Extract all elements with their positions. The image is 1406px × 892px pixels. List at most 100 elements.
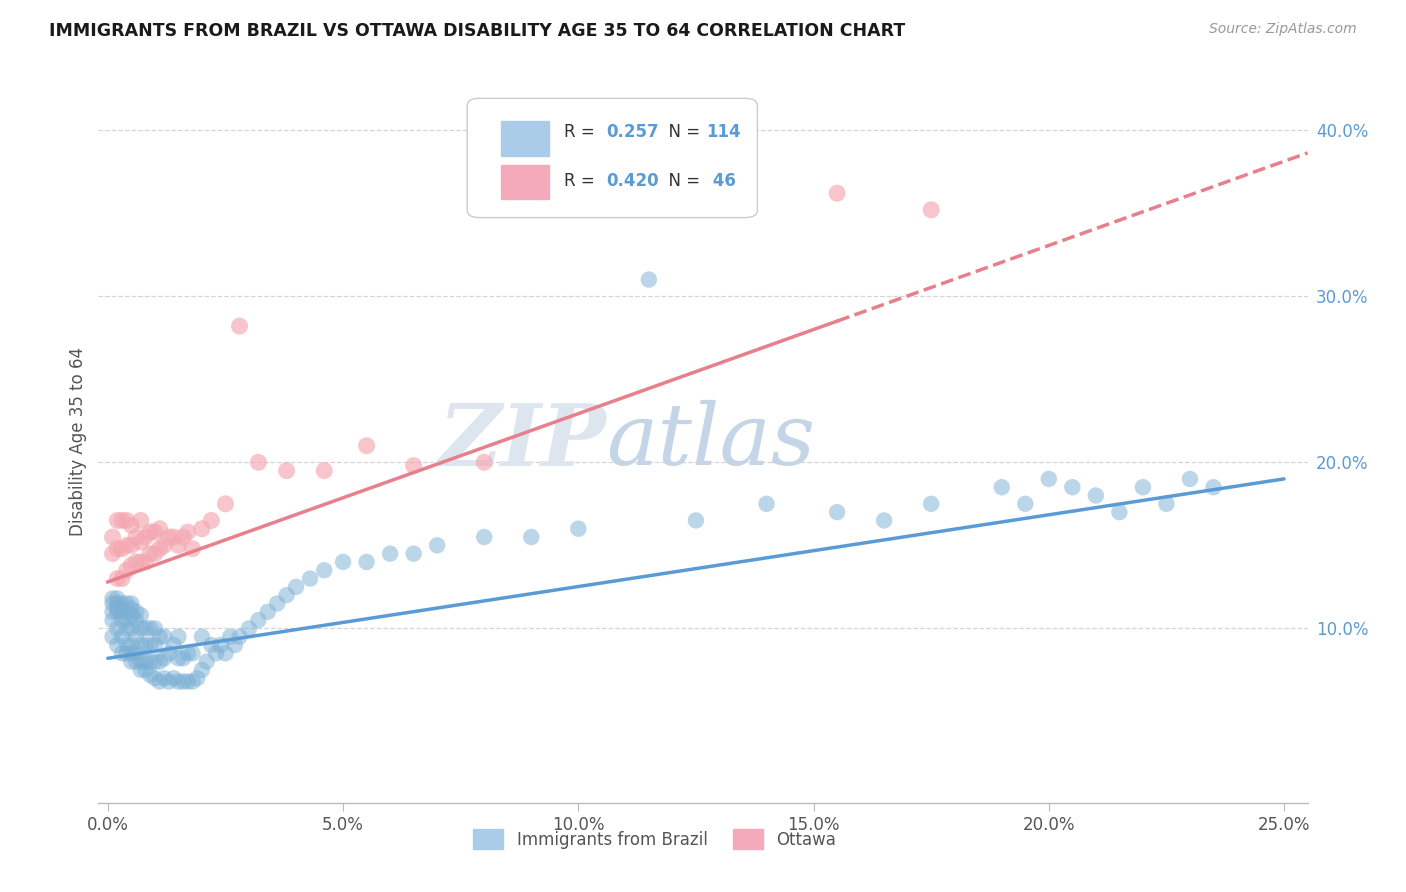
Point — [149, 541, 172, 556]
Point — [105, 513, 128, 527]
Point — [228, 319, 250, 334]
Point — [101, 591, 124, 606]
Point — [1156, 497, 1178, 511]
Point — [120, 538, 142, 552]
Point — [299, 572, 322, 586]
Point — [378, 547, 401, 561]
Point — [115, 605, 138, 619]
Point — [920, 202, 942, 217]
Point — [228, 630, 250, 644]
Point — [120, 597, 142, 611]
Point — [285, 580, 308, 594]
Point — [115, 538, 138, 552]
Point — [332, 555, 354, 569]
Point — [139, 621, 162, 635]
Point — [101, 597, 124, 611]
Point — [115, 613, 138, 627]
Point — [105, 621, 128, 635]
Point — [120, 646, 142, 660]
Point — [105, 601, 128, 615]
Point — [181, 674, 204, 689]
Point — [115, 513, 138, 527]
Point — [157, 530, 180, 544]
Point — [101, 547, 124, 561]
Point — [125, 605, 148, 619]
Point — [181, 646, 204, 660]
Point — [825, 505, 848, 519]
Point — [139, 668, 162, 682]
Point — [143, 655, 166, 669]
Point — [129, 535, 152, 549]
Point — [129, 621, 152, 635]
Point — [134, 621, 156, 635]
Point — [111, 541, 134, 556]
Point — [105, 572, 128, 586]
Text: Source: ZipAtlas.com: Source: ZipAtlas.com — [1209, 22, 1357, 37]
Point — [1132, 480, 1154, 494]
Point — [247, 613, 270, 627]
Point — [153, 651, 176, 665]
Text: R =: R = — [564, 122, 600, 141]
Point — [356, 555, 378, 569]
Point — [149, 630, 172, 644]
Point — [139, 655, 162, 669]
Point — [172, 651, 194, 665]
Point — [186, 671, 208, 685]
Text: IMMIGRANTS FROM BRAZIL VS OTTAWA DISABILITY AGE 35 TO 64 CORRELATION CHART: IMMIGRANTS FROM BRAZIL VS OTTAWA DISABIL… — [49, 22, 905, 40]
Point — [177, 674, 200, 689]
Point — [685, 513, 707, 527]
Point — [214, 497, 236, 511]
Point — [167, 651, 190, 665]
Y-axis label: Disability Age 35 to 64: Disability Age 35 to 64 — [69, 347, 87, 536]
Point — [105, 591, 128, 606]
Point — [120, 601, 142, 615]
Point — [520, 530, 543, 544]
Point — [125, 555, 148, 569]
Point — [125, 646, 148, 660]
Point — [120, 558, 142, 573]
Point — [143, 671, 166, 685]
Point — [256, 605, 278, 619]
Point — [825, 186, 848, 201]
Point — [205, 646, 228, 660]
Point — [1038, 472, 1060, 486]
Point — [191, 522, 214, 536]
Point — [920, 497, 942, 511]
Point — [157, 646, 180, 660]
Text: 46: 46 — [707, 172, 735, 190]
Point — [238, 621, 260, 635]
Point — [149, 674, 172, 689]
Point — [163, 638, 186, 652]
Point — [129, 555, 152, 569]
Point — [139, 638, 162, 652]
Point — [143, 621, 166, 635]
Point — [125, 655, 148, 669]
Point — [134, 655, 156, 669]
Point — [1084, 489, 1107, 503]
Point — [209, 638, 232, 652]
Point — [111, 630, 134, 644]
Point — [129, 513, 152, 527]
Point — [120, 638, 142, 652]
Point — [172, 674, 194, 689]
Point — [276, 588, 298, 602]
Point — [755, 497, 778, 511]
Text: 0.420: 0.420 — [606, 172, 659, 190]
Text: N =: N = — [658, 172, 706, 190]
Point — [172, 530, 194, 544]
Point — [120, 655, 142, 669]
Point — [129, 663, 152, 677]
Point — [266, 597, 288, 611]
Legend: Immigrants from Brazil, Ottawa: Immigrants from Brazil, Ottawa — [467, 822, 842, 856]
Point — [125, 630, 148, 644]
Point — [143, 638, 166, 652]
Point — [177, 646, 200, 660]
Point — [167, 538, 190, 552]
Point — [314, 563, 336, 577]
Point — [139, 547, 162, 561]
Point — [105, 597, 128, 611]
Point — [143, 524, 166, 539]
Point — [111, 613, 134, 627]
Bar — [501, 165, 550, 200]
Point — [163, 671, 186, 685]
